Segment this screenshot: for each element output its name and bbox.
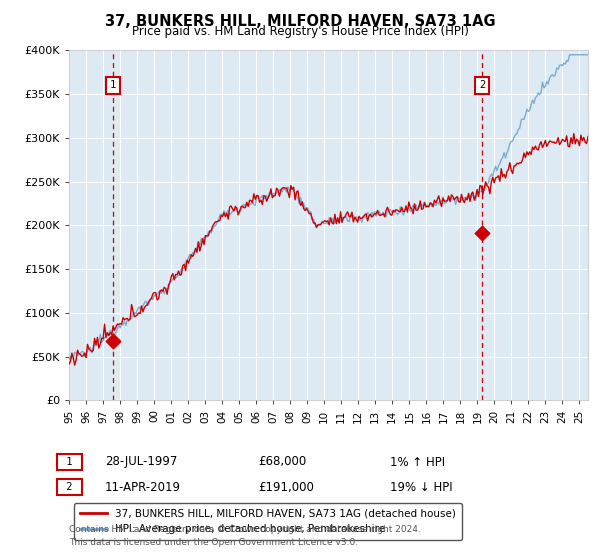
Text: 1: 1 (59, 457, 79, 467)
Point (108, 337, 118, 346)
Text: Contains HM Land Registry data © Crown copyright and database right 2024.: Contains HM Land Registry data © Crown c… (69, 525, 421, 534)
Text: £68,000: £68,000 (258, 455, 306, 469)
Text: Price paid vs. HM Land Registry's House Price Index (HPI): Price paid vs. HM Land Registry's House … (131, 25, 469, 38)
Text: 1: 1 (110, 81, 116, 90)
Text: 11-APR-2019: 11-APR-2019 (105, 480, 181, 494)
Legend: 37, BUNKERS HILL, MILFORD HAVEN, SA73 1AG (detached house), HPI: Average price, : 37, BUNKERS HILL, MILFORD HAVEN, SA73 1A… (74, 503, 462, 540)
Text: 37, BUNKERS HILL, MILFORD HAVEN, SA73 1AG: 37, BUNKERS HILL, MILFORD HAVEN, SA73 1A… (104, 14, 496, 29)
Point (477, 229, 487, 238)
Text: This data is licensed under the Open Government Licence v3.0.: This data is licensed under the Open Gov… (69, 538, 358, 547)
Text: £191,000: £191,000 (258, 480, 314, 494)
Text: 28-JUL-1997: 28-JUL-1997 (105, 455, 178, 469)
Text: 19% ↓ HPI: 19% ↓ HPI (390, 480, 452, 494)
Text: 1% ↑ HPI: 1% ↑ HPI (390, 455, 445, 469)
Text: 2: 2 (59, 482, 79, 492)
Text: 2: 2 (479, 81, 485, 90)
